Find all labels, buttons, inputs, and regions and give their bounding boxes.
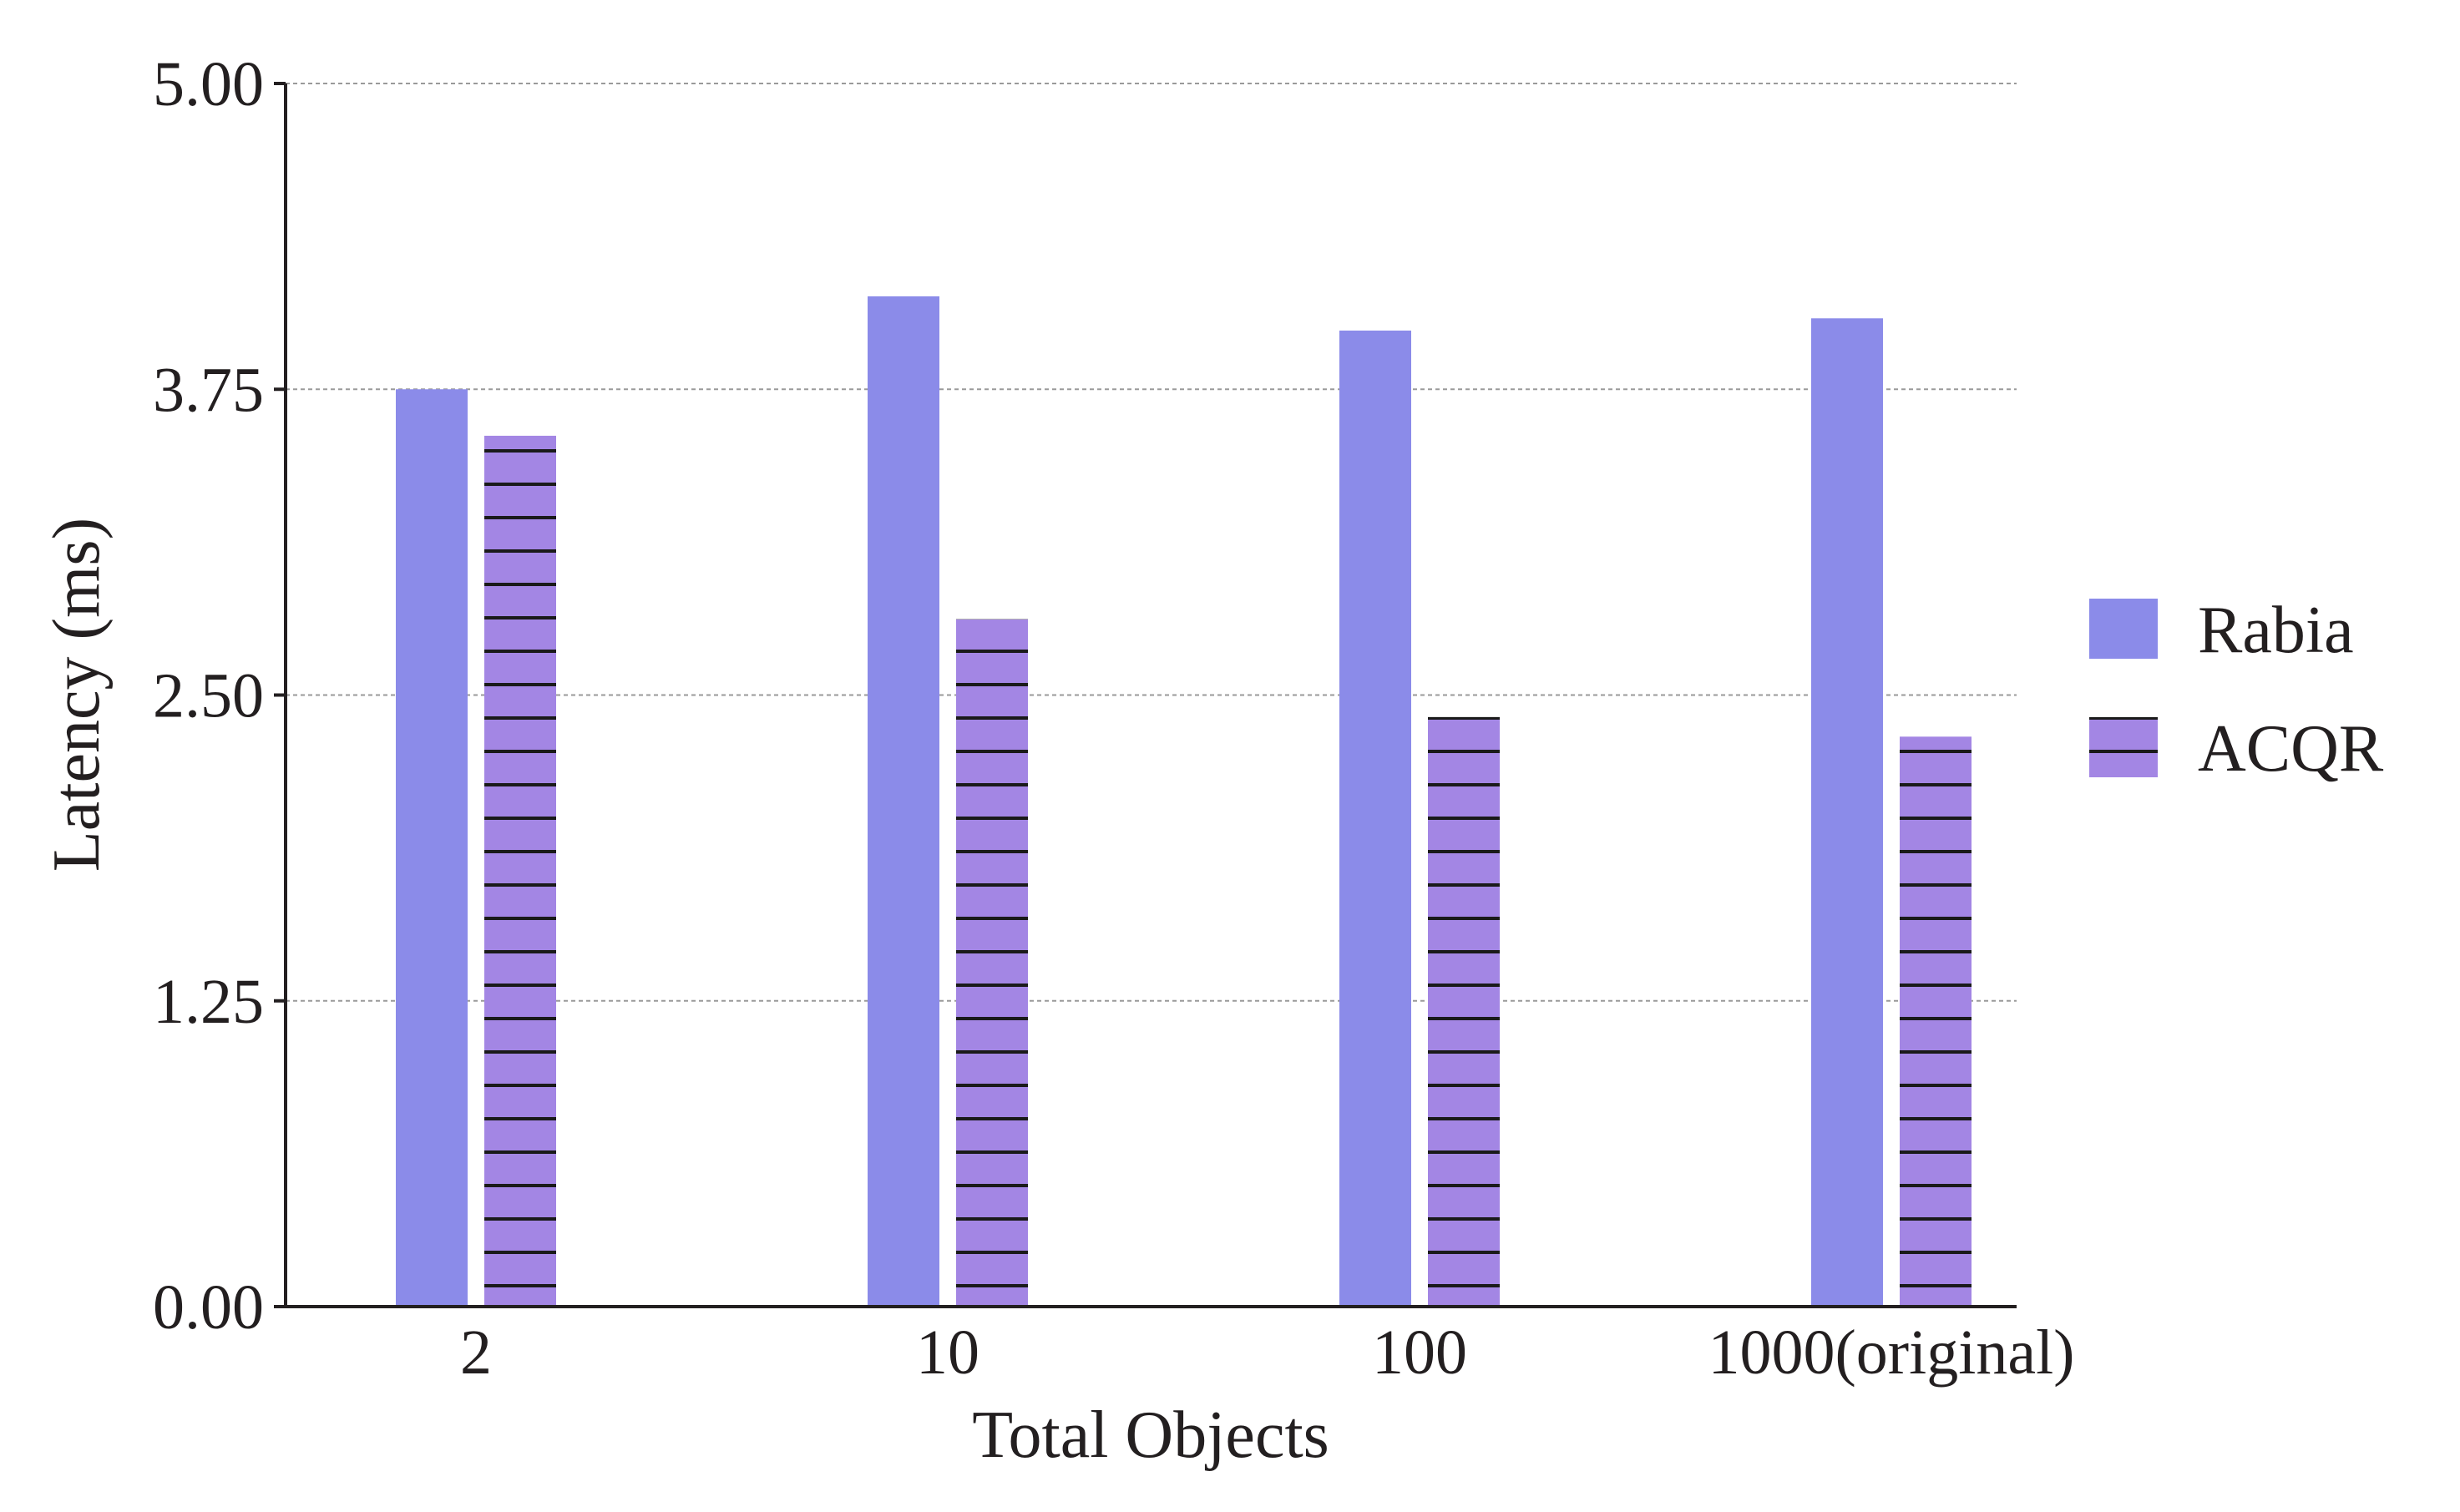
x-tick-label: 100	[1372, 1317, 1467, 1388]
y-tick-label: 2.50	[153, 661, 264, 731]
x-tick-labels: 2 10 100 1000(original)	[460, 1317, 2075, 1388]
bar-acqr-0	[484, 435, 556, 1307]
legend: Rabia ACQR	[2089, 594, 2384, 786]
legend-swatch-rabia	[2089, 599, 2158, 659]
bar-acqr-2	[1428, 716, 1500, 1307]
bars	[396, 296, 1972, 1307]
bar-rabia-2	[1339, 330, 1411, 1307]
y-tick-label: 1.25	[153, 967, 264, 1037]
bar-rabia-1	[868, 296, 939, 1307]
legend-label-rabia: Rabia	[2198, 594, 2354, 667]
bar-rabia-0	[396, 389, 468, 1307]
bar-acqr-1	[956, 619, 1028, 1307]
legend-label-acqr: ACQR	[2198, 712, 2384, 786]
y-tick-label: 0.00	[153, 1272, 264, 1343]
gridlines	[286, 83, 2017, 1002]
x-tick-label: 1000(original)	[1708, 1317, 2074, 1388]
bar-acqr-3	[1900, 736, 1972, 1307]
legend-swatch-acqr	[2089, 717, 2158, 777]
y-tick-label: 3.75	[153, 355, 264, 425]
y-tick-labels: 0.00 1.25 2.50 3.75 5.00	[153, 49, 286, 1343]
y-tick-label: 5.00	[153, 49, 264, 119]
y-axis-title: Latency (ms)	[40, 518, 114, 872]
x-tick-label: 10	[916, 1317, 979, 1388]
bar-rabia-3	[1811, 318, 1883, 1307]
x-tick-label: 2	[460, 1317, 492, 1388]
x-axis-title: Total Objects	[972, 1398, 1329, 1472]
